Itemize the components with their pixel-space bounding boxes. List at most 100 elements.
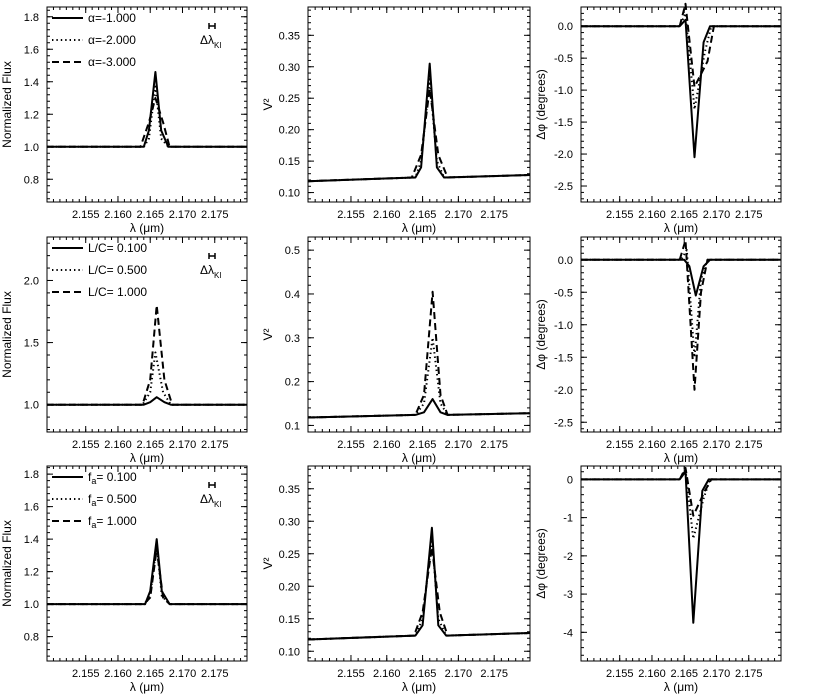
x-axis-label: λ (μm) xyxy=(130,221,164,235)
plot-frame xyxy=(46,465,248,662)
x-tick-label: 2.165 xyxy=(409,668,437,680)
y-tick-label: 1.0 xyxy=(24,142,39,154)
panel-flux-row2: 2.155 2.160 2.165 2.170 2.175 0.8 1.0 1.2 1.4 1.6… xyxy=(0,465,248,694)
x-tick-label: 2.170 xyxy=(445,439,473,451)
series-line-solid xyxy=(581,470,781,624)
y-axis-label: Normalized Flux xyxy=(0,520,14,607)
panel-V2-row1: 2.155 2.160 2.165 2.170 2.175 0.1 0.2 0.3 0.4 0.5… xyxy=(261,236,531,465)
series-line-dashed xyxy=(581,239,781,391)
x-tick-label: 2.160 xyxy=(638,439,666,451)
series-line-dashed xyxy=(47,547,247,606)
legend-label-base: f xyxy=(88,514,92,528)
resolution-label-main: Δλ xyxy=(200,33,214,47)
y-tick-label: -2 xyxy=(563,551,573,563)
legend-label-value: = 0.100 xyxy=(96,470,137,484)
y-tick-label: 1.2 xyxy=(24,567,39,579)
y-tick-label: 0.0 xyxy=(558,21,573,33)
x-tick-label: 2.175 xyxy=(735,668,763,680)
x-tick-label: 2.155 xyxy=(606,439,634,451)
y-tick-label: -2.5 xyxy=(554,181,573,193)
series-line-solid xyxy=(307,62,531,183)
x-tick-label: 2.155 xyxy=(337,668,365,680)
y-tick-label: 0.2 xyxy=(285,377,300,389)
y-axis-label: Normalized Flux xyxy=(0,61,14,148)
y-tick-label: 0.35 xyxy=(279,484,300,496)
y-axis-label: Δφ (degrees) xyxy=(534,299,548,370)
y-tick-label: 0.4 xyxy=(285,289,300,301)
y-tick-label: 1.0 xyxy=(24,599,39,611)
x-tick-label: 2.155 xyxy=(72,668,100,680)
y-tick-label: 0.1 xyxy=(285,420,300,432)
y-tick-label: 0.20 xyxy=(279,581,300,593)
x-axis-label: λ (μm) xyxy=(130,451,164,465)
series-line-dashed xyxy=(581,466,781,517)
x-tick-label: 2.160 xyxy=(373,668,401,680)
y-tick-label: -1.5 xyxy=(554,117,573,129)
x-tick-label: 2.165 xyxy=(409,209,437,221)
series-line-dashed xyxy=(47,304,247,406)
resolution-marker: ΔλKI xyxy=(200,253,222,280)
x-tick-label: 2.170 xyxy=(703,209,731,221)
y-tick-label: 0 xyxy=(567,474,573,486)
legend-label: fa= 0.100 xyxy=(88,470,137,486)
x-tick-label: 2.160 xyxy=(373,209,401,221)
resolution-label-main: Δλ xyxy=(200,263,214,277)
series-line-solid xyxy=(581,18,781,159)
series-line-dotted xyxy=(307,336,531,419)
plot-frame xyxy=(580,465,782,662)
y-axis-label: Δφ (degrees) xyxy=(534,69,548,140)
y-tick-label: -2.0 xyxy=(554,149,573,161)
plot-frame xyxy=(46,236,248,433)
y-tick-label: 1.6 xyxy=(24,502,39,514)
y-tick-label: 1.4 xyxy=(24,534,39,546)
y-tick-label: 1.6 xyxy=(24,44,39,56)
y-tick-label: 0.10 xyxy=(279,646,300,658)
series-line-dashed xyxy=(581,2,781,88)
y-tick-label: 1.8 xyxy=(24,12,39,24)
x-tick-label: 2.155 xyxy=(72,439,100,451)
series-line-dotted xyxy=(47,351,247,406)
y-tick-label: 1.2 xyxy=(24,109,39,121)
y-axis-label: V² xyxy=(261,557,275,569)
legend-label-sub: a xyxy=(91,520,96,530)
x-tick-label: 2.175 xyxy=(480,668,508,680)
series-line-solid xyxy=(47,71,247,148)
panel-phase-row0: 2.155 2.160 2.165 2.170 2.175 0.0 -0.5 -1.0 -1.5… xyxy=(534,2,782,235)
x-tick-label: 2.175 xyxy=(735,209,763,221)
y-tick-label: 1.4 xyxy=(24,77,39,89)
y-tick-label: -2.0 xyxy=(554,385,573,397)
x-tick-label: 2.155 xyxy=(337,209,365,221)
panel-V2-row0: 2.155 2.160 2.165 2.170 2.175 0.10 0.15 0.20 0.2… xyxy=(261,6,531,235)
legend: α=-1.000 α=-2.000 α=-3.000 xyxy=(52,11,136,69)
x-tick-label: 2.175 xyxy=(480,209,508,221)
y-tick-label: 0.0 xyxy=(558,255,573,267)
x-tick-label: 2.175 xyxy=(480,439,508,451)
x-axis-label: λ (μm) xyxy=(664,451,698,465)
y-tick-label: 0.30 xyxy=(279,62,300,74)
resolution-label-main: Δλ xyxy=(200,492,214,506)
y-axis-label: V² xyxy=(261,328,275,340)
panel-flux-row0: 2.155 2.160 2.165 2.170 2.175 0.8 1.0 1.2 1.4 1.6… xyxy=(0,6,248,235)
legend-label-value: = 1.000 xyxy=(96,514,137,528)
y-tick-label: 0.3 xyxy=(285,333,300,345)
y-tick-label: 0.20 xyxy=(279,125,300,137)
resolution-marker: ΔλKI xyxy=(200,23,222,50)
y-tick-label: 0.10 xyxy=(279,188,300,200)
y-tick-label: -1 xyxy=(563,513,573,525)
plot-frame xyxy=(307,465,531,662)
y-tick-label: 1.8 xyxy=(24,469,39,481)
plot-frame xyxy=(307,236,531,433)
legend-label-base: f xyxy=(88,492,92,506)
legend-label: L/C= 0.100 xyxy=(88,241,147,255)
y-tick-label: 0.8 xyxy=(24,174,39,186)
series-line-dashed xyxy=(307,546,531,641)
x-tick-label: 2.175 xyxy=(201,209,229,221)
x-tick-label: 2.170 xyxy=(169,668,197,680)
x-tick-label: 2.165 xyxy=(670,439,698,451)
x-tick-label: 2.165 xyxy=(136,209,164,221)
x-axis-label: λ (μm) xyxy=(402,221,436,235)
legend: L/C= 0.100 L/C= 0.500 L/C= 1.000 xyxy=(52,241,147,299)
y-tick-label: -4 xyxy=(563,627,573,639)
y-axis-label: V² xyxy=(261,98,275,110)
